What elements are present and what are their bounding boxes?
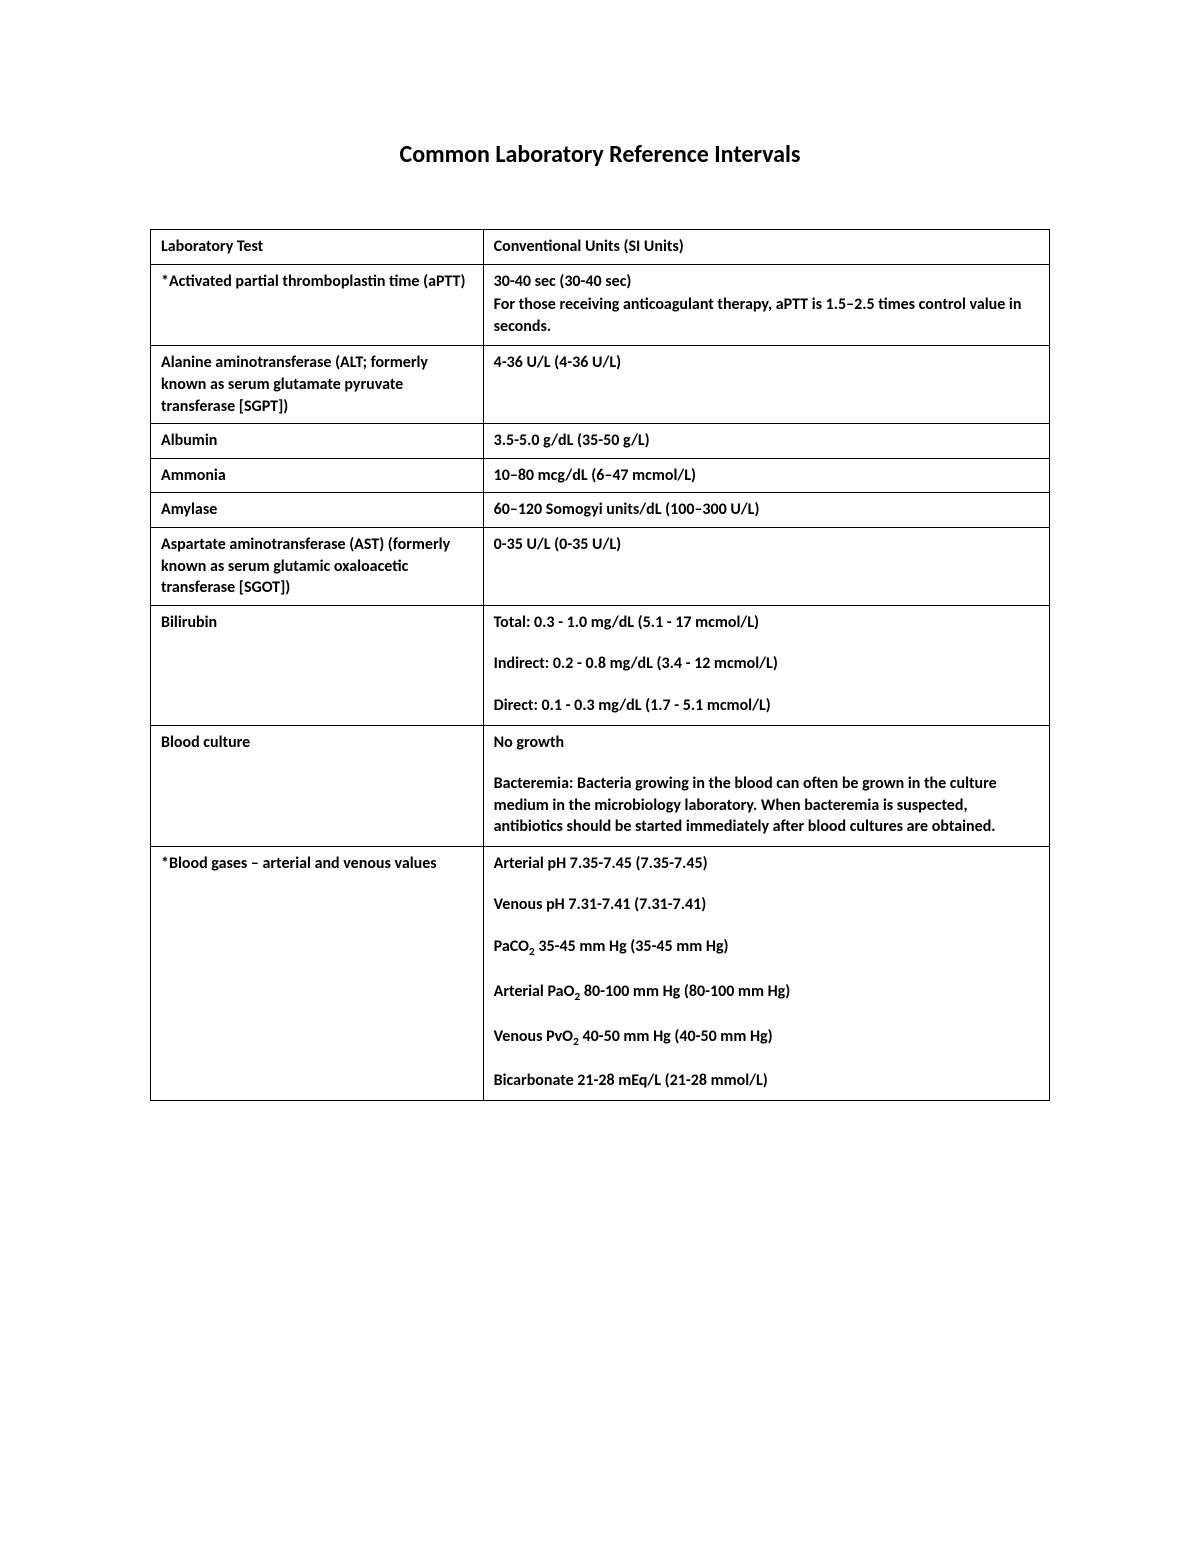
cell-test: Ammonia: [151, 458, 484, 493]
cell-units-line: Arterial pH 7.35-7.45 (7.35-7.45): [494, 853, 1039, 875]
cell-units: 10–80 mcg/dL (6–47 mcmol/L): [483, 458, 1049, 493]
cell-units-line: Indirect: 0.2 - 0.8 mg/dL (3.4 - 12 mcmo…: [494, 653, 1039, 675]
cell-units: 4-36 U/L (4-36 U/L): [483, 346, 1049, 424]
table-header-row: Laboratory Test Conventional Units (SI U…: [151, 230, 1050, 265]
cell-test: *Blood gases – arterial and venous value…: [151, 846, 484, 1100]
text: PaCO: [494, 937, 529, 956]
cell-units: No growth Bacteremia: Bacteria growing i…: [483, 725, 1049, 846]
table-row: Blood culture No growth Bacteremia: Bact…: [151, 725, 1050, 846]
table-row: Ammonia 10–80 mcg/dL (6–47 mcmol/L): [151, 458, 1050, 493]
cell-test: Alanine aminotransferase (ALT; formerly …: [151, 346, 484, 424]
page-title: Common Laboratory Reference Intervals: [150, 140, 1050, 169]
cell-test: *Activated partial thromboplastin time (…: [151, 264, 484, 346]
cell-units: 60–120 Somogyi units/dL (100–300 U/L): [483, 493, 1049, 528]
lab-reference-table: Laboratory Test Conventional Units (SI U…: [150, 229, 1050, 1101]
cell-units-line: Arterial PaO2 80-100 mm Hg (80-100 mm Hg…: [494, 981, 1039, 1006]
cell-units: 30-40 sec (30-40 sec) For those receivin…: [483, 264, 1049, 346]
cell-units-line: Total: 0.3 - 1.0 mg/dL (5.1 - 17 mcmol/L…: [494, 612, 1039, 634]
cell-units-line: 30-40 sec (30-40 sec): [494, 271, 1039, 293]
cell-units-line: For those receiving anticoagulant therap…: [494, 294, 1039, 337]
cell-units: 3.5-5.0 g/dL (35-50 g/L): [483, 424, 1049, 459]
text: 80-100 mm Hg (80-100 mm Hg): [580, 982, 790, 1001]
cell-test: Amylase: [151, 493, 484, 528]
cell-units-line: No growth: [494, 732, 1039, 754]
cell-units-line: PaCO2 35-45 mm Hg (35-45 mm Hg): [494, 936, 1039, 961]
cell-units-line: Venous PvO2 40-50 mm Hg (40-50 mm Hg): [494, 1026, 1039, 1051]
col-header-units: Conventional Units (SI Units): [483, 230, 1049, 265]
cell-units: Arterial pH 7.35-7.45 (7.35-7.45) Venous…: [483, 846, 1049, 1100]
table-row: Aspartate aminotransferase (AST) (former…: [151, 527, 1050, 605]
cell-test: Albumin: [151, 424, 484, 459]
table-row: *Activated partial thromboplastin time (…: [151, 264, 1050, 346]
cell-units: Total: 0.3 - 1.0 mg/dL (5.1 - 17 mcmol/L…: [483, 605, 1049, 725]
cell-test: Bilirubin: [151, 605, 484, 725]
document-page: Common Laboratory Reference Intervals La…: [0, 0, 1200, 1553]
table-row: Alanine aminotransferase (ALT; formerly …: [151, 346, 1050, 424]
cell-units-line: Direct: 0.1 - 0.3 mg/dL (1.7 - 5.1 mcmol…: [494, 695, 1039, 717]
text: Arterial PaO: [494, 982, 575, 1001]
text: Venous PvO: [494, 1027, 573, 1046]
cell-test: Aspartate aminotransferase (AST) (former…: [151, 527, 484, 605]
cell-units-line: Bicarbonate 21-28 mEq/L (21-28 mmol/L): [494, 1070, 1039, 1092]
table-row: Bilirubin Total: 0.3 - 1.0 mg/dL (5.1 - …: [151, 605, 1050, 725]
cell-units-line: Venous pH 7.31-7.41 (7.31-7.41): [494, 894, 1039, 916]
cell-test: Blood culture: [151, 725, 484, 846]
text: 40-50 mm Hg (40-50 mm Hg): [579, 1027, 773, 1046]
text: 35-45 mm Hg (35-45 mm Hg): [535, 937, 729, 956]
table-row: *Blood gases – arterial and venous value…: [151, 846, 1050, 1100]
cell-units: 0-35 U/L (0-35 U/L): [483, 527, 1049, 605]
table-row: Amylase 60–120 Somogyi units/dL (100–300…: [151, 493, 1050, 528]
col-header-test: Laboratory Test: [151, 230, 484, 265]
table-row: Albumin 3.5-5.0 g/dL (35-50 g/L): [151, 424, 1050, 459]
cell-units-line: Bacteremia: Bacteria growing in the bloo…: [494, 773, 1039, 838]
